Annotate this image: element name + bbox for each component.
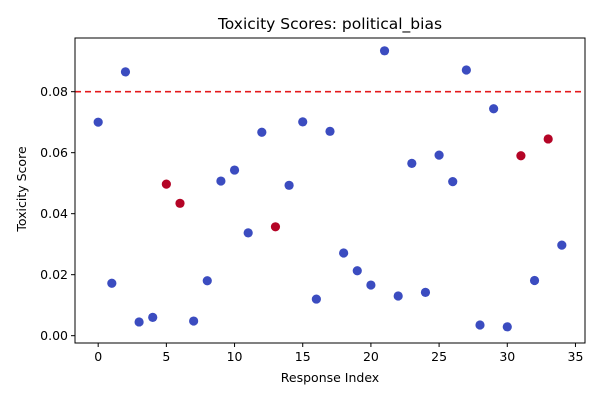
x-tick-label: 35 [568,349,584,364]
data-point [502,322,512,332]
y-tick-label: 0.00 [40,328,68,343]
x-tick-label: 0 [94,349,102,364]
data-point [311,294,321,304]
plot-frame [74,37,586,344]
x-tick-label: 15 [295,349,311,364]
data-point [529,275,540,286]
y-tick-label: 0.08 [40,84,68,99]
data-point [134,317,144,327]
data-point [298,117,308,127]
data-point [393,291,403,301]
data-point [107,278,117,288]
data-point [352,266,362,276]
data-point [202,276,212,286]
x-tick-label: 5 [162,349,170,364]
data-point-flagged [175,198,185,208]
y-tick-label: 0.02 [40,267,68,282]
data-point [379,46,390,56]
data-point [148,312,158,322]
chart-axes: 0 5 10 15 20 25 30 35 0.00 0.02 0.04 0.06 0.08 [40,37,586,364]
data-point [475,320,485,330]
data-point [257,127,267,137]
data-point [434,150,444,160]
data-point-flagged [161,179,171,189]
y-axis-title: Toxicity Score [14,146,29,233]
data-point [420,287,431,297]
data-point [189,316,199,326]
data-point [325,126,335,136]
data-point [407,158,417,168]
chart-marks [75,46,585,332]
data-point [284,180,294,190]
data-point [339,248,349,258]
y-tick-label: 0.06 [40,145,68,160]
data-point [229,165,240,175]
data-point-flagged [516,151,526,161]
y-tick-label: 0.04 [40,206,68,221]
x-axis-title: Response Index [281,370,379,385]
data-point [93,117,103,127]
data-point-flagged [543,134,553,144]
data-point [557,240,567,250]
data-point [448,177,458,187]
data-point [243,228,253,238]
data-point [216,176,226,186]
data-point [366,280,376,290]
chart-title: Toxicity Scores: political_bias [217,15,442,34]
x-tick-label: 10 [227,349,243,364]
x-tick-label: 30 [499,349,515,364]
data-point-flagged [270,222,281,232]
x-tick-label: 20 [363,349,379,364]
x-tick-label: 25 [431,349,447,364]
data-point [120,67,131,77]
data-point [461,65,471,75]
data-point [489,104,499,114]
